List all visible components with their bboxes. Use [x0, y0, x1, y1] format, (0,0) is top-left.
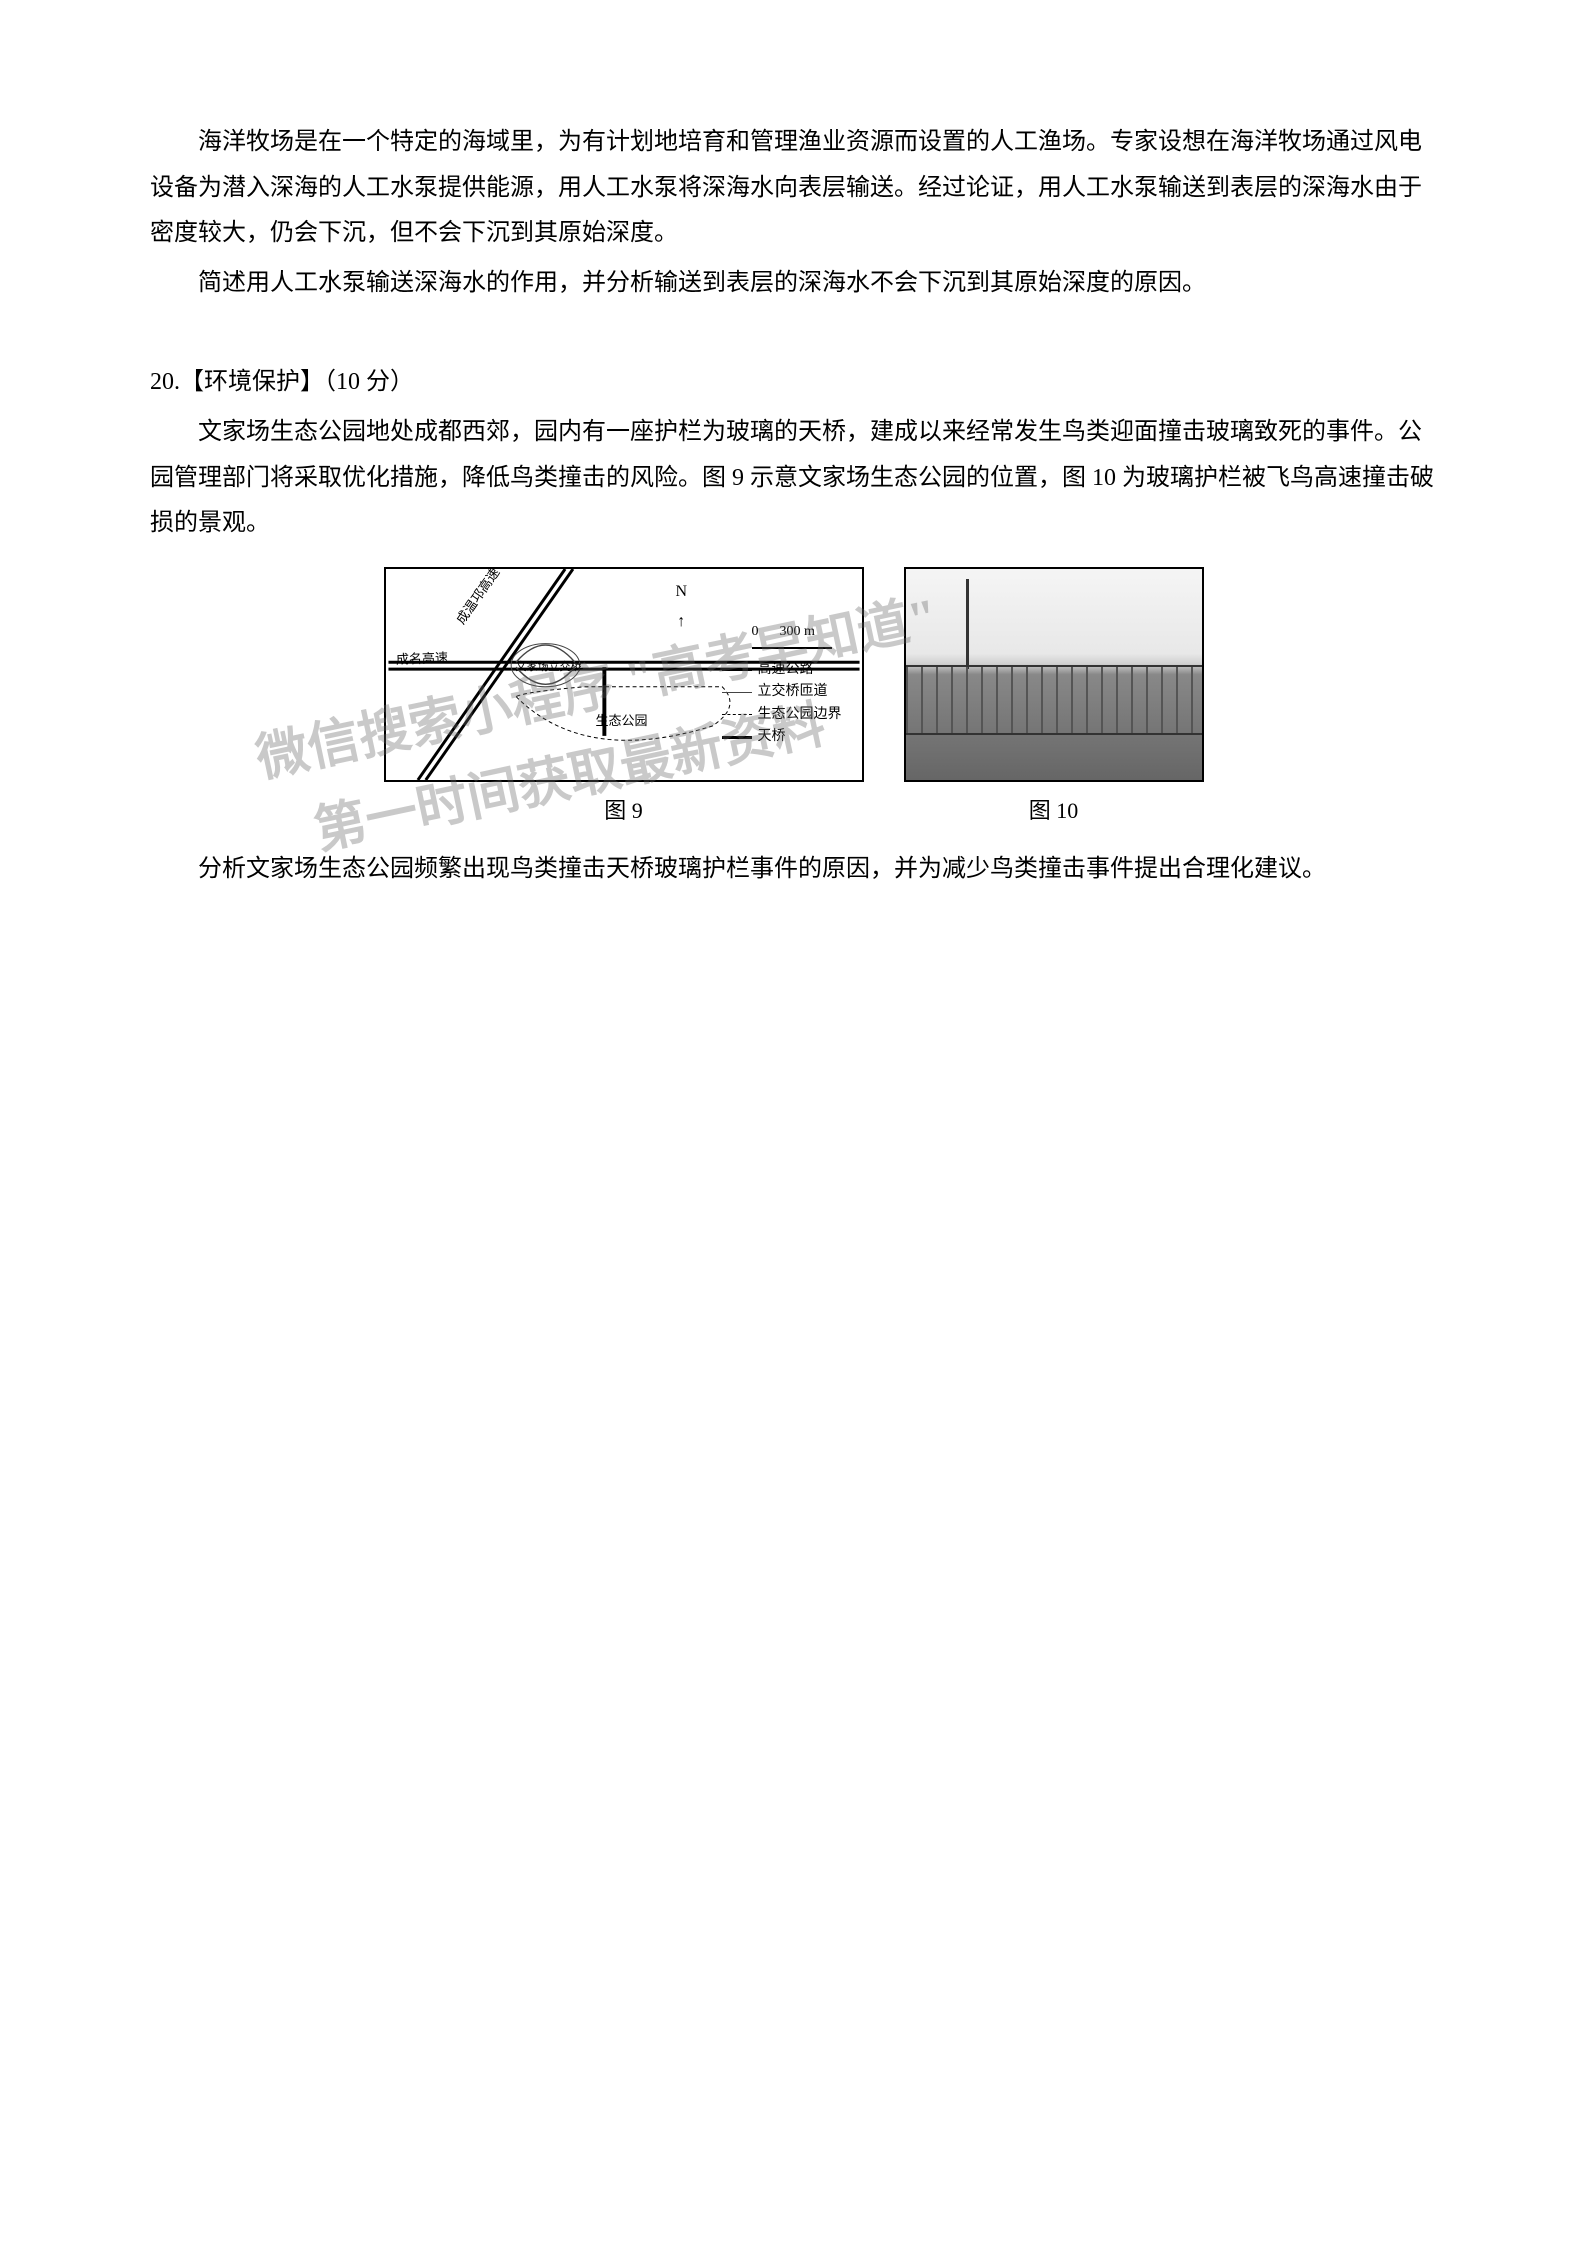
section-gap: [150, 310, 1437, 335]
figure-9-map: N ↑ 0 300 m: [384, 567, 864, 782]
figure-9-caption: 图 9: [604, 790, 643, 832]
map-label-park: 生态公园: [596, 709, 648, 734]
intro-paragraph-1: 海洋牧场是在一个特定的海域里，为有计划地培育和管理渔业资源而设置的人工渔场。专家…: [150, 120, 1437, 257]
legend-line-thin-icon: [722, 692, 752, 693]
document-content: 海洋牧场是在一个特定的海域里，为有计划地培育和管理渔业资源而设置的人工渔场。专家…: [150, 120, 1437, 892]
figures-row: N ↑ 0 300 m: [150, 567, 1437, 832]
legend-park: 生态公园边界: [722, 704, 842, 726]
question-20-header: 20.【环境保护】（10 分）: [150, 360, 1437, 406]
figure-9-box: N ↑ 0 300 m: [384, 567, 864, 832]
legend-line-solid-icon: [722, 669, 752, 671]
figure-10-box: 图 10: [904, 567, 1204, 832]
question-20-context: 文家场生态公园地处成都西郊，园内有一座护栏为玻璃的天桥，建成以来经常发生鸟类迎面…: [150, 410, 1437, 547]
legend-line-thick-icon: [722, 736, 752, 739]
legend-interchange-label: 立交桥匝道: [758, 681, 828, 703]
legend-bridge: 天桥: [722, 726, 842, 748]
legend-line-dashed-icon: [722, 714, 752, 715]
legend-bridge-label: 天桥: [758, 726, 786, 748]
map-legend: 高速公路 立交桥匝道 生态公园边界 天桥: [722, 659, 842, 749]
legend-park-label: 生态公园边界: [758, 704, 842, 726]
legend-gaosu: 高速公路: [722, 659, 842, 681]
photo-pole: [966, 579, 969, 669]
legend-interchange: 立交桥匝道: [722, 681, 842, 703]
photo-railing: [906, 665, 1202, 735]
question-20-task: 分析文家场生态公园频繁出现鸟类撞击天桥玻璃护栏事件的原因，并为减少鸟类撞击事件提…: [150, 847, 1437, 893]
intro-question: 简述用人工水泵输送深海水的作用，并分析输送到表层的深海水不会下沉到其原始深度的原…: [150, 261, 1437, 307]
figure-10-photo: [904, 567, 1204, 782]
legend-gaosu-label: 高速公路: [758, 659, 814, 681]
photo-background: [906, 569, 1202, 780]
map-label-wenjiachang: 文家场立交桥: [516, 657, 582, 678]
map-label-chengming: 成名高速: [395, 646, 448, 672]
figure-10-caption: 图 10: [1029, 790, 1079, 832]
